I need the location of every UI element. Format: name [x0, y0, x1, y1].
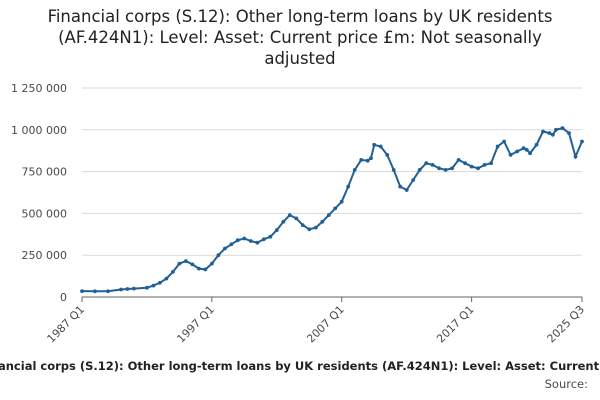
data-point: [463, 161, 467, 166]
data-point: [125, 287, 130, 291]
data-point: [93, 289, 97, 294]
data-point: [80, 289, 84, 293]
data-point: [203, 267, 208, 272]
data-point: [528, 151, 532, 156]
y-axis-ticks: 0 250 000 500 000 750 000 1 000 000 1 250 000: [11, 82, 67, 304]
data-point: [398, 184, 403, 189]
data-point: [547, 131, 552, 136]
data-point: [287, 213, 292, 218]
data-point: [495, 144, 500, 149]
data-point: [417, 168, 422, 172]
y-tick-label: 0: [60, 291, 67, 304]
data-point: [521, 146, 526, 151]
x-tick-label: 2025 Q3: [545, 303, 588, 346]
data-point: [151, 283, 156, 288]
data-point: [482, 163, 487, 167]
data-point: [171, 270, 175, 274]
data-point: [502, 139, 506, 144]
data-point: [385, 153, 390, 157]
data-point: [177, 261, 182, 266]
data-point: [307, 227, 312, 232]
y-tick-label: 750 000: [22, 166, 68, 179]
data-point: [281, 219, 286, 224]
data-point: [158, 280, 162, 285]
data-point: [119, 287, 123, 292]
y-tick-label: 1 000 000: [11, 124, 67, 137]
data-point: [476, 166, 480, 171]
data-point: [190, 262, 195, 267]
data-point: [248, 239, 253, 243]
data-point: [216, 253, 221, 258]
data-point: [223, 246, 227, 251]
data-point: [242, 236, 247, 241]
data-point: [524, 148, 529, 152]
data-point: [274, 228, 279, 233]
data-point: [365, 158, 370, 163]
data-point: [515, 149, 519, 154]
data-point: [235, 238, 240, 243]
x-tick-label: 2017 Q1: [434, 303, 477, 346]
data-point: [229, 242, 234, 247]
x-axis-ticks: 1987 Q1 1997 Q1 2007 Q1 2017 Q1 2025 Q3: [45, 297, 588, 346]
data-point: [580, 139, 584, 144]
data-point: [210, 261, 214, 266]
legend-label: Financial corps (S.12): Other long-term …: [0, 359, 600, 373]
data-point: [560, 126, 565, 130]
data-point: [369, 156, 373, 161]
data-point: [424, 161, 429, 166]
y-tick-label: 250 000: [22, 249, 68, 262]
data-point: [300, 223, 305, 228]
data-point: [255, 240, 260, 245]
data-point: [554, 127, 558, 132]
data-point: [132, 286, 136, 291]
data-point: [268, 234, 273, 239]
data-point: [372, 142, 377, 147]
data-point: [573, 154, 578, 159]
data-point: [145, 285, 149, 290]
data-point: [333, 206, 338, 211]
data-point: [541, 129, 545, 134]
data-point: [106, 289, 110, 294]
data-point: [534, 142, 539, 147]
data-point: [164, 276, 169, 281]
data-point: [404, 188, 409, 192]
data-point: [197, 266, 201, 271]
data-point: [359, 158, 364, 162]
data-point: [437, 166, 441, 171]
data-point: [261, 237, 266, 242]
data-point: [320, 219, 325, 224]
y-tick-label: 500 000: [22, 207, 68, 220]
series-markers: [80, 126, 584, 294]
data-point: [450, 166, 454, 171]
y-tick-label: 1 250 000: [11, 82, 67, 95]
data-point: [443, 168, 448, 172]
data-point: [508, 153, 513, 157]
data-point: [391, 168, 396, 172]
data-point: [567, 131, 571, 136]
data-point: [294, 216, 299, 221]
x-tick-label: 1997 Q1: [174, 303, 217, 346]
data-point: [184, 259, 188, 263]
legend: Financial corps (S.12): Other long-term …: [0, 359, 600, 375]
data-point: [313, 225, 318, 230]
data-point: [411, 178, 416, 182]
data-point: [430, 163, 435, 167]
source-label: Source:: [544, 377, 588, 391]
data-point: [550, 132, 555, 137]
x-tick-label: 1987 Q1: [45, 303, 88, 346]
data-point: [469, 164, 474, 169]
x-tick-label: 2007 Q1: [304, 303, 347, 346]
series-line: [81, 127, 583, 293]
data-point: [352, 168, 357, 172]
data-point: [339, 199, 344, 204]
data-point: [378, 144, 383, 149]
data-point: [326, 213, 331, 218]
data-point: [346, 184, 351, 189]
gridlines: [82, 87, 582, 256]
data-point: [489, 161, 493, 166]
chart-title: Financial corps (S.12): Other long-term …: [47, 7, 553, 68]
data-point: [456, 158, 461, 162]
